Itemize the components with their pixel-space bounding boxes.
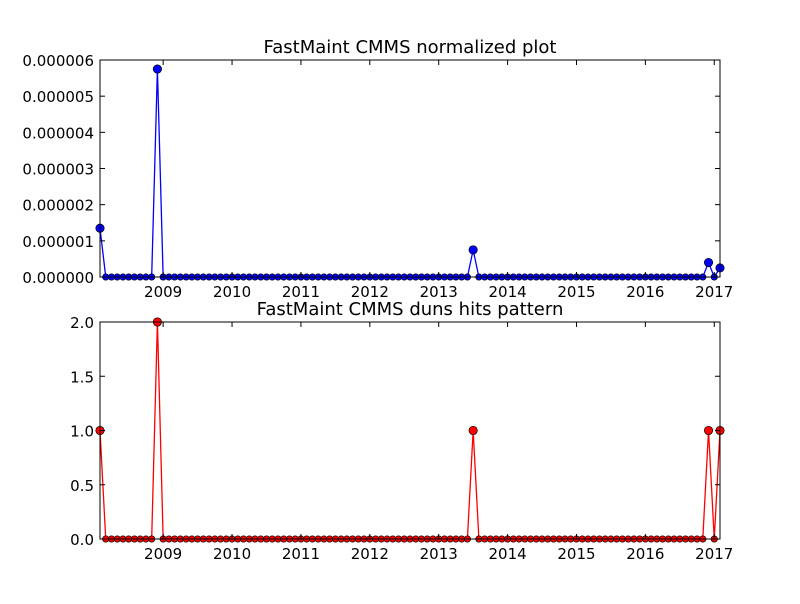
- x-tick-label: 2013: [420, 283, 458, 301]
- x-tick-label: 2011: [282, 283, 320, 301]
- x-tick-label: 2010: [213, 545, 251, 563]
- x-tick-label: 2016: [626, 283, 664, 301]
- y-tick-label: 0.000003: [22, 161, 94, 179]
- y-tick-label: 1.0: [70, 423, 94, 441]
- top-chart-marks: [95, 64, 725, 281]
- top-chart-frame: [99, 59, 721, 278]
- data-point-peak: [468, 245, 478, 255]
- y-tick-label: 0.000004: [22, 124, 94, 142]
- x-tick-label: 2017: [695, 283, 733, 301]
- data-point-peak: [152, 64, 162, 74]
- bottom-chart-title: FastMaint CMMS duns hits pattern: [257, 299, 564, 320]
- y-tick-label: 2.0: [70, 314, 94, 332]
- x-tick-label: 2013: [420, 545, 458, 563]
- x-tick-label: 2009: [144, 545, 182, 563]
- x-tick-label: 2009: [144, 283, 182, 301]
- x-tick-label: 2017: [695, 545, 733, 563]
- x-tick-label: 2010: [213, 283, 251, 301]
- top-chart-x-ticks: 2009 2010 2011 2012 2013 2014 2015 2016 2017: [144, 60, 733, 301]
- top-chart-y-ticks: 0.000000 0.000001 0.000002 0.000003 0.000004…: [22, 52, 720, 287]
- x-tick-label: 2015: [557, 283, 595, 301]
- bottom-chart-x-ticks: 2009 2010 2011 2012 2013 2014 2015 2016 2017: [144, 322, 733, 563]
- y-tick-label: 0.000006: [22, 52, 94, 70]
- x-tick-label: 2014: [488, 545, 526, 563]
- data-point-peak: [703, 425, 714, 436]
- bottom-chart-marks: [95, 317, 725, 543]
- y-tick-label: 0.0: [70, 531, 94, 549]
- data-point-peak: [468, 425, 478, 436]
- bottom-chart-frame: [99, 321, 721, 540]
- data-point-peak: [703, 257, 714, 268]
- series-line: [99, 69, 721, 279]
- x-tick-label: 2016: [626, 545, 664, 563]
- top-chart-panel: FastMaint CMMS normalized plot 0.0000000…: [22, 37, 733, 301]
- y-tick-label: 0.000005: [22, 88, 94, 106]
- y-tick-label: 0.000000: [22, 269, 94, 287]
- top-chart-title: FastMaint CMMS normalized plot: [264, 37, 557, 58]
- x-tick-label: 2014: [488, 283, 526, 301]
- x-tick-label: 2011: [282, 545, 320, 563]
- bottom-chart-panel: FastMaint CMMS duns hits pattern 0.0 0.5 1…: [70, 299, 733, 563]
- series-line: [99, 321, 721, 540]
- y-tick-label: 1.5: [70, 368, 94, 386]
- x-tick-label: 2012: [351, 283, 389, 301]
- bottom-chart-y-ticks: 0.0 0.5 1.0 1.5 2.0: [70, 314, 720, 549]
- y-tick-label: 0.000002: [22, 197, 94, 215]
- y-tick-label: 0.000001: [22, 233, 94, 251]
- x-tick-label: 2015: [557, 545, 595, 563]
- y-tick-label: 0.5: [70, 477, 94, 495]
- x-tick-label: 2012: [351, 545, 389, 563]
